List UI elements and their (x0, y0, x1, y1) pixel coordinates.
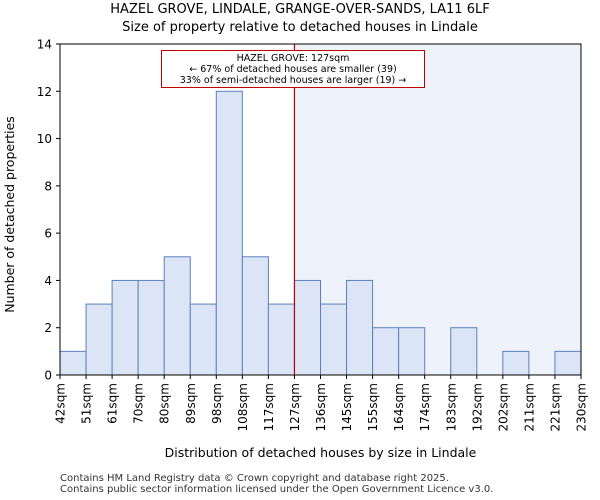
x-tick-label: 98sqm (210, 383, 224, 424)
annotation-line-2: ← 67% of detached houses are smaller (39… (189, 64, 397, 75)
y-tick-label: 6 (44, 227, 52, 241)
y-tick-label: 12 (37, 85, 52, 99)
y-tick-label: 2 (44, 321, 52, 335)
y-tick-label: 8 (44, 179, 52, 193)
x-tick-label: 183sqm (444, 383, 458, 431)
x-tick-label: 155sqm (366, 383, 380, 431)
bar-183sqm (450, 327, 478, 376)
annotation-line-1: HAZEL GROVE: 127sqm (236, 53, 350, 64)
y-tick-label: 10 (37, 132, 52, 146)
footer-copyright: Contains HM Land Registry data © Crown c… (60, 473, 449, 484)
bar-127sqm (293, 279, 322, 376)
chart-subtitle: Size of property relative to detached ho… (122, 20, 478, 35)
y-tick-label: 14 (37, 38, 52, 52)
footer-licence: Contains public sector information licen… (60, 484, 494, 495)
bar-98sqm (215, 90, 243, 376)
bar-117sqm (267, 303, 295, 376)
y-tick-label: 4 (44, 274, 52, 288)
x-tick-label: 117sqm (262, 383, 276, 431)
x-tick-label: 61sqm (106, 383, 120, 424)
bar-136sqm (320, 303, 348, 376)
x-tick-label: 80sqm (158, 383, 172, 424)
bar-80sqm (163, 256, 191, 376)
property-annotation-box: HAZEL GROVE: 127sqm ← 67% of detached ho… (161, 50, 425, 88)
x-tick-label: 202sqm (496, 383, 510, 431)
y-tick-label: 0 (44, 369, 52, 383)
bar-42sqm (59, 350, 87, 376)
x-tick-label: 164sqm (392, 383, 406, 431)
x-tick-label: 136sqm (314, 383, 328, 431)
bar-61sqm (111, 279, 139, 376)
x-tick-label: 192sqm (470, 383, 484, 431)
y-axis-label: Number of detached properties (2, 116, 17, 313)
x-tick-label: 70sqm (132, 383, 146, 424)
bar-108sqm (241, 256, 269, 376)
bar-221sqm (554, 350, 582, 376)
x-tick-label: 127sqm (288, 383, 302, 431)
x-axis-label: Distribution of detached houses by size … (165, 445, 477, 460)
bar-89sqm (189, 303, 217, 376)
bar-70sqm (137, 279, 165, 376)
x-tick-label: 89sqm (184, 383, 198, 424)
bar-51sqm (85, 303, 113, 376)
chart-title: HAZEL GROVE, LINDALE, GRANGE-OVER-SANDS,… (110, 2, 490, 17)
x-tick-label: 42sqm (54, 383, 68, 424)
x-tick-label: 51sqm (80, 383, 94, 424)
bar-164sqm (398, 327, 426, 376)
annotation-line-3: 33% of semi-detached houses are larger (… (179, 75, 407, 86)
x-tick-label: 145sqm (340, 383, 354, 431)
x-tick-label: 230sqm (575, 383, 589, 431)
bar-145sqm (346, 279, 374, 376)
x-tick-label: 221sqm (548, 383, 562, 431)
x-tick-label: 211sqm (522, 383, 536, 431)
x-tick-label: 174sqm (418, 383, 432, 431)
x-tick-label: 108sqm (236, 383, 250, 431)
bar-202sqm (502, 350, 530, 376)
bar-155sqm (372, 327, 400, 376)
